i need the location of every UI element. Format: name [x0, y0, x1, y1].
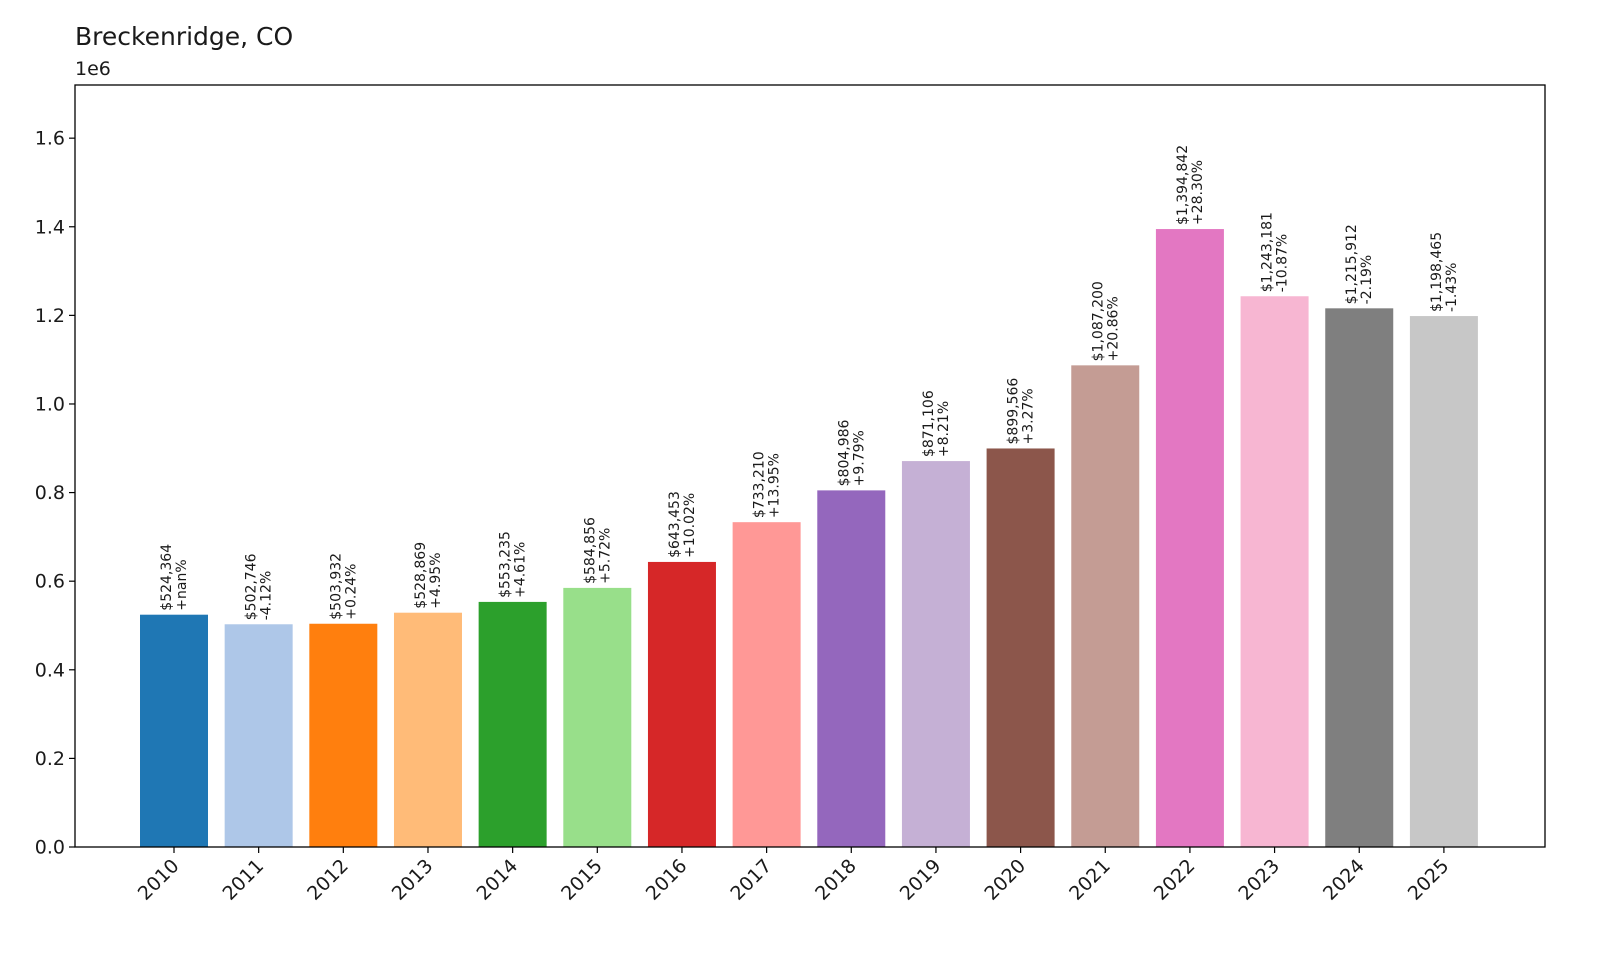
bar: [732, 522, 801, 847]
y-tick-label: 0.2: [35, 748, 65, 770]
bar: [817, 490, 886, 847]
x-tick-label: 2023: [1234, 855, 1284, 905]
bar-change-label: +20.86%: [1105, 296, 1121, 361]
bar-change-label: +5.72%: [597, 528, 613, 584]
bar: [986, 448, 1055, 847]
bar: [647, 561, 716, 847]
x-tick-label: 2022: [1150, 855, 1200, 905]
y-tick-label: 0.0: [35, 837, 65, 859]
y-tick-label: 0.8: [35, 482, 65, 504]
bar-value-label: $584,856: [582, 517, 598, 584]
bar: [1155, 229, 1224, 847]
bar-change-label: +4.95%: [428, 552, 444, 608]
y-tick-label: 1.2: [35, 305, 65, 327]
bar-change-label: +nan%: [174, 559, 190, 610]
bar: [478, 601, 547, 847]
x-tick-label: 2024: [1319, 855, 1369, 905]
bar-value-label: $871,106: [921, 390, 937, 457]
bar-value-label: $733,210: [752, 451, 768, 518]
bar-change-label: +13.95%: [767, 453, 783, 518]
bar-value-label: $1,394,842: [1175, 145, 1191, 225]
bar-labels: $524,364 +nan% $502,746 -4.12% $503,932 +0.24…: [159, 145, 1460, 620]
bar: [140, 614, 208, 847]
bar-value-label: $1,243,181: [1260, 212, 1276, 292]
bar-change-label: -10.87%: [1275, 234, 1291, 292]
x-tick-label: 2018: [811, 855, 861, 905]
bar-change-label: -4.12%: [259, 571, 275, 621]
bar-value-label: $503,932: [328, 553, 344, 620]
x-tick-label: 2010: [134, 855, 184, 905]
bar-value-label: $1,215,912: [1344, 224, 1360, 304]
x-tick-label: 2020: [980, 855, 1030, 905]
bar: [563, 587, 632, 847]
y-tick-label: 1.4: [35, 216, 65, 238]
bar-value-label: $1,198,465: [1429, 232, 1445, 312]
bar-change-label: -1.43%: [1444, 263, 1460, 313]
bar-change-label: +3.27%: [1021, 388, 1037, 444]
bars: [140, 229, 1478, 847]
bar-change-label: +28.30%: [1190, 160, 1206, 225]
bar-change-label: +10.02%: [682, 493, 698, 558]
bar-value-label: $502,746: [244, 553, 260, 620]
y-tick-label: 1.0: [35, 393, 65, 415]
y-tick-label: 0.4: [35, 659, 65, 681]
y-tick-label: 1.6: [35, 128, 65, 150]
x-tick-label: 2025: [1404, 855, 1454, 905]
x-tick-label: 2014: [472, 855, 522, 905]
x-axis: 2010 2011 2012 2013 2014 2015 2016 2017 2018 2019…: [134, 847, 1454, 905]
x-tick-label: 2017: [726, 855, 776, 905]
bar: [309, 623, 378, 847]
bar-value-label: $1,087,200: [1090, 281, 1106, 361]
x-tick-label: 2011: [218, 855, 268, 905]
chart-title: Breckenridge, CO: [75, 22, 293, 51]
x-tick-label: 2013: [388, 855, 438, 905]
bar-change-label: +8.21%: [936, 401, 952, 457]
bar: [1409, 316, 1478, 847]
bar: [901, 461, 970, 847]
y-axis-offset-label: 1e6: [75, 58, 111, 80]
x-tick-label: 2021: [1065, 855, 1115, 905]
x-tick-label: 2015: [557, 855, 607, 905]
bar: [1325, 308, 1394, 847]
bar-value-label: $528,869: [413, 542, 429, 609]
x-tick-label: 2012: [303, 855, 353, 905]
bar-value-label: $899,566: [1006, 378, 1022, 445]
bar-change-label: +0.24%: [343, 564, 359, 620]
plot-frame: [74, 84, 1546, 848]
bar-value-label: $643,453: [667, 491, 683, 558]
x-tick-label: 2016: [642, 855, 692, 905]
bar-change-label: +4.61%: [513, 542, 529, 598]
bar-change-label: -2.19%: [1359, 255, 1375, 305]
y-axis: 0.0 0.2 0.4 0.6 0.8 1.0 1.2 1.4 1.6: [35, 128, 75, 859]
bar: [393, 612, 462, 847]
bar: [1071, 365, 1140, 847]
bar: [224, 624, 293, 847]
bar: [1240, 296, 1309, 847]
y-tick-label: 0.6: [35, 571, 65, 593]
x-tick-label: 2019: [896, 855, 946, 905]
bar-value-label: $804,986: [836, 419, 852, 486]
bar-value-label: $553,235: [498, 531, 514, 598]
bar-change-label: +9.79%: [851, 430, 867, 486]
bar-value-label: $524,364: [159, 544, 175, 611]
